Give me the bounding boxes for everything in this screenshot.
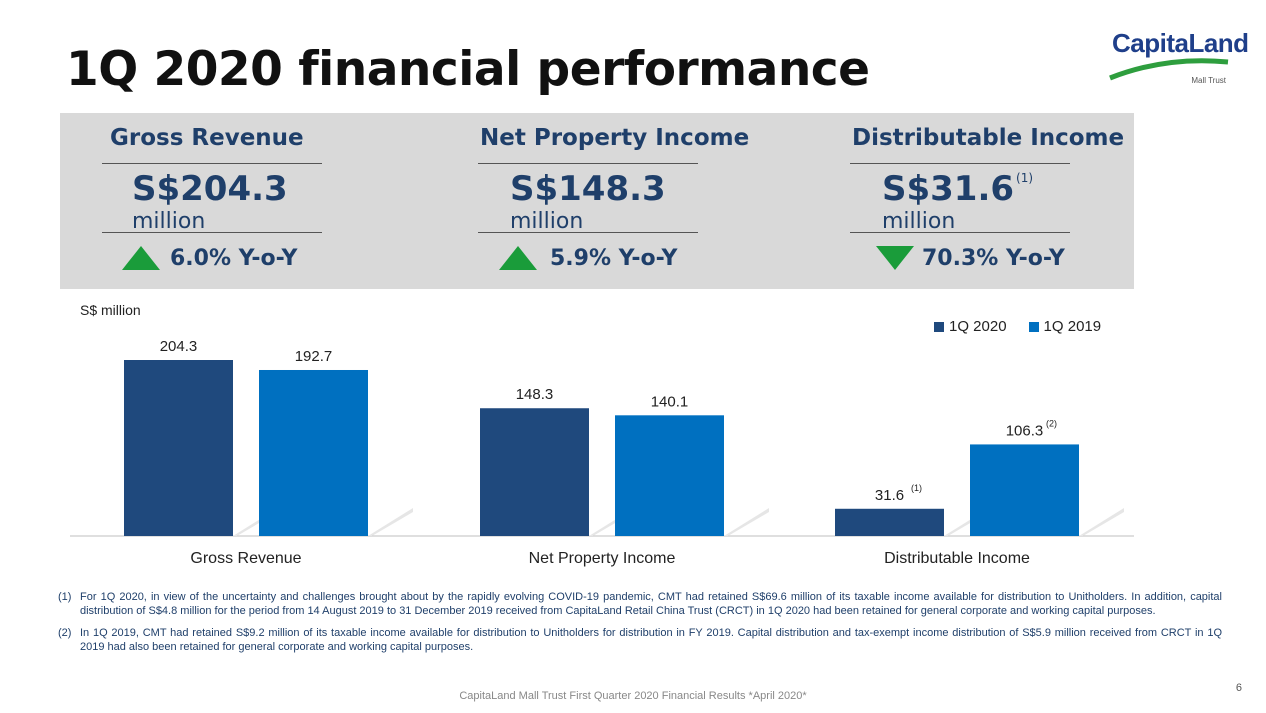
footnote-1: (1) For 1Q 2020, in view of the uncertai…	[58, 591, 1222, 617]
up-arrow-icon	[499, 246, 537, 270]
legend-swatch	[934, 321, 944, 332]
legend-label: 1Q 2019	[1043, 318, 1102, 335]
capitaland-logo: CapitaLand Mall Trust	[1106, 22, 1249, 88]
kpi-divider	[850, 232, 1070, 233]
bar-chart: 204.3 192.7 Gross Revenue 148.3 140.1 Net Pro…	[70, 338, 1134, 567]
data-label: 106.3	[1006, 422, 1044, 439]
page-title: 1Q 2020 financial performance	[66, 42, 870, 97]
data-label: 140.1	[651, 393, 689, 410]
legend-label: 1Q 2020	[949, 318, 1007, 335]
kpi-value: S$148.3	[510, 169, 666, 209]
data-label: 192.7	[295, 348, 333, 365]
kpi-divider	[102, 232, 322, 233]
kpi-title: Net Property Income	[480, 125, 750, 151]
kpi-net-property-income: Net Property Income S$148.3 million 5.9%…	[418, 113, 776, 289]
bar-1q-2019-0	[259, 369, 368, 536]
y-axis-unit-label: S$ million	[80, 302, 141, 318]
kpi-value: S$31.6 (1)	[882, 169, 1034, 209]
kpi-panel: Gross Revenue S$204.3 million 6.0% Y-o-Y…	[60, 113, 1134, 289]
bar-1q-2020-2	[835, 508, 944, 536]
kpi-unit: million	[132, 209, 206, 234]
kpi-divider	[478, 163, 698, 164]
bar-shadow	[368, 508, 413, 536]
kpi-change: 6.0% Y-o-Y	[170, 246, 298, 271]
slide-footer: CapitaLand Mall Trust First Quarter 2020…	[459, 690, 807, 702]
footnotes: (1) For 1Q 2020, in view of the uncertai…	[58, 590, 1222, 662]
kpi-divider	[102, 163, 322, 164]
bar-1q-2020-1	[480, 408, 589, 536]
bar-shadow	[1079, 508, 1124, 536]
page-number: 6	[1235, 682, 1242, 694]
kpi-unit: million	[882, 209, 956, 234]
bar-shadow	[724, 508, 769, 536]
logo-swoosh-icon	[1109, 58, 1229, 81]
data-label-note: (1)	[911, 483, 922, 493]
logo-wordmark: CapitaLand	[1112, 28, 1249, 58]
legend-swatch	[1028, 321, 1039, 332]
x-tick-label: Gross Revenue	[190, 550, 301, 567]
data-label: 204.3	[160, 338, 198, 355]
up-arrow-icon	[122, 246, 160, 270]
kpi-title: Gross Revenue	[110, 125, 304, 151]
data-label: 148.3	[516, 386, 554, 403]
x-tick-label: Distributable Income	[884, 550, 1030, 567]
kpi-divider	[850, 163, 1070, 164]
kpi-unit: million	[510, 209, 584, 234]
bar-1q-2020-0	[124, 360, 233, 536]
logo-subtitle: Mall Trust	[1191, 76, 1226, 85]
kpi-distributable-income: Distributable Income S$31.6 (1) million 7…	[776, 113, 1134, 289]
bar-1q-2019-1	[615, 415, 724, 536]
kpi-title: Distributable Income	[852, 125, 1125, 151]
kpi-gross-revenue: Gross Revenue S$204.3 million 6.0% Y-o-Y	[60, 113, 418, 289]
legend-item-1q2020: 1Q 2020	[934, 318, 1007, 335]
data-label: 31.6	[875, 487, 904, 504]
data-label-note: (2)	[1046, 418, 1057, 428]
footnote-2: (2) In 1Q 2019, CMT had retained S$9.2 m…	[58, 627, 1222, 653]
kpi-change: 70.3% Y-o-Y	[922, 246, 1065, 271]
bar-1q-2019-2	[970, 444, 1079, 536]
kpi-divider	[478, 232, 698, 233]
x-tick-label: Net Property Income	[529, 550, 676, 567]
down-arrow-icon	[876, 246, 914, 270]
chart-legend: 1Q 2020 1Q 2019	[934, 318, 1101, 335]
kpi-change: 5.9% Y-o-Y	[550, 246, 678, 271]
kpi-value: S$204.3	[132, 169, 288, 209]
legend-item-1q2019: 1Q 2019	[1028, 318, 1102, 335]
